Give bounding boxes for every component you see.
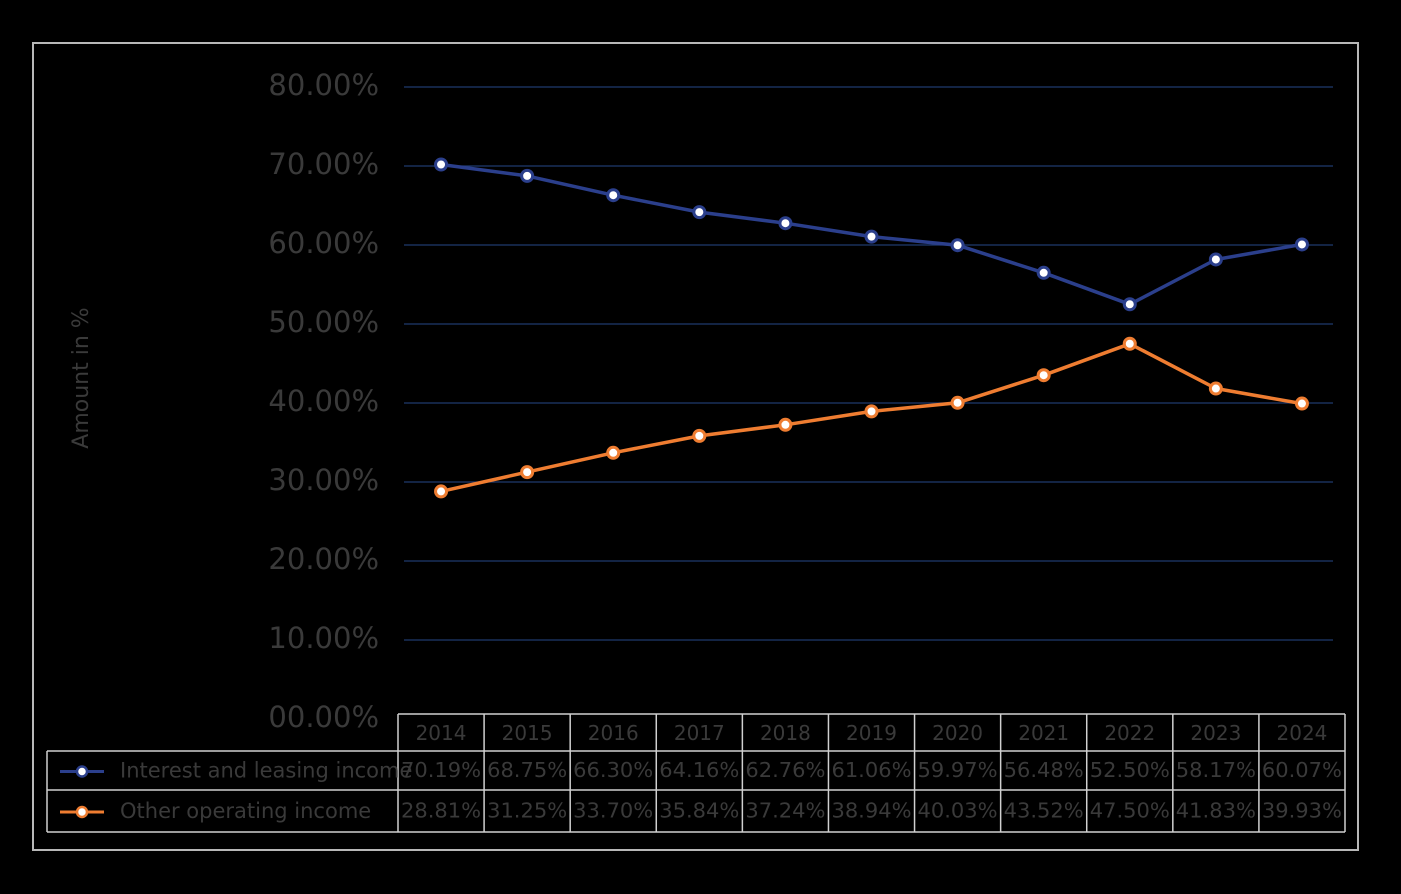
data-point — [1122, 336, 1137, 351]
x-category-label: 2018 — [760, 721, 811, 745]
data-label: 68.75% — [487, 758, 567, 782]
data-label: 66.30% — [573, 758, 653, 782]
x-category-label: 2023 — [1190, 721, 1241, 745]
series-2 — [434, 336, 1309, 499]
y-tick-label: 70.00% — [268, 147, 379, 181]
data-point — [1208, 252, 1223, 267]
x-category-label: 2014 — [416, 721, 467, 745]
data-point — [778, 216, 793, 231]
legend-key-marker — [75, 805, 89, 819]
x-category-label: 2016 — [588, 721, 639, 745]
data-point — [606, 188, 621, 203]
data-label: 59.97% — [918, 758, 998, 782]
data-point — [692, 205, 707, 220]
series — [434, 157, 1309, 499]
legend-key-marker — [75, 765, 89, 778]
x-category-label: 2021 — [1018, 721, 1069, 745]
x-category-label: 2024 — [1277, 721, 1328, 745]
data-point — [864, 404, 879, 419]
x-category-label: 2017 — [674, 721, 725, 745]
x-category-label: 2015 — [502, 721, 553, 745]
data-point — [1208, 381, 1223, 396]
data-label: 70.19% — [401, 758, 481, 782]
series-1 — [434, 157, 1309, 312]
y-tick-label: 50.00% — [268, 305, 379, 339]
data-label: 28.81% — [401, 799, 481, 823]
data-label: 47.50% — [1090, 799, 1170, 823]
gridlines — [404, 86, 1333, 641]
data-point — [606, 445, 621, 460]
data-point — [520, 168, 535, 183]
x-category-label: 2019 — [846, 721, 897, 745]
y-tick-label: 60.00% — [268, 226, 379, 260]
data-label: 33.70% — [573, 799, 653, 823]
data-label: 35.84% — [659, 799, 739, 823]
data-label: 61.06% — [831, 758, 911, 782]
y-axis-ticks: 00.00% 10.00% 20.00% 30.00% 40.00% 50.00% 60.0… — [268, 68, 379, 734]
data-table: 2014 2015 2016 2017 2018 2019 2020 2021 2022 2023… — [46, 713, 1346, 833]
data-point — [1294, 237, 1309, 252]
data-point — [1122, 297, 1137, 312]
data-point — [434, 157, 449, 172]
y-axis-title: Amount in % — [69, 307, 94, 448]
data-point — [520, 465, 535, 480]
data-point — [778, 417, 793, 432]
data-label: 60.07% — [1262, 758, 1342, 782]
data-point — [692, 428, 707, 443]
data-point — [950, 395, 965, 410]
y-tick-label: 20.00% — [268, 542, 379, 576]
data-label: 41.83% — [1176, 799, 1256, 823]
y-tick-label: 80.00% — [268, 68, 379, 102]
data-label: 58.17% — [1176, 758, 1256, 782]
data-label: 62.76% — [745, 758, 825, 782]
y-tick-label: 30.00% — [268, 463, 379, 497]
data-point — [1036, 368, 1051, 383]
data-point — [1294, 396, 1309, 411]
data-point — [434, 484, 449, 499]
data-label: 31.25% — [487, 799, 567, 823]
data-label: 64.16% — [659, 758, 739, 782]
data-label: 39.93% — [1262, 799, 1342, 823]
data-label: 43.52% — [1004, 799, 1084, 823]
y-tick-label: 00.00% — [268, 700, 379, 734]
chart-frame — [32, 42, 1359, 851]
data-label: 52.50% — [1090, 758, 1170, 782]
data-point — [1036, 265, 1051, 280]
legend-label: Interest and leasing income — [120, 759, 412, 783]
data-label: 37.24% — [745, 799, 825, 823]
data-point — [950, 238, 965, 253]
x-category-label: 2022 — [1104, 721, 1155, 745]
y-tick-label: 40.00% — [268, 384, 379, 418]
data-point — [864, 229, 879, 244]
data-label: 56.48% — [1004, 758, 1084, 782]
legend-label: Other operating income — [120, 799, 371, 823]
data-label: 40.03% — [918, 799, 998, 823]
data-label: 38.94% — [831, 799, 911, 823]
x-category-label: 2020 — [932, 721, 983, 745]
y-tick-label: 10.00% — [268, 621, 379, 655]
